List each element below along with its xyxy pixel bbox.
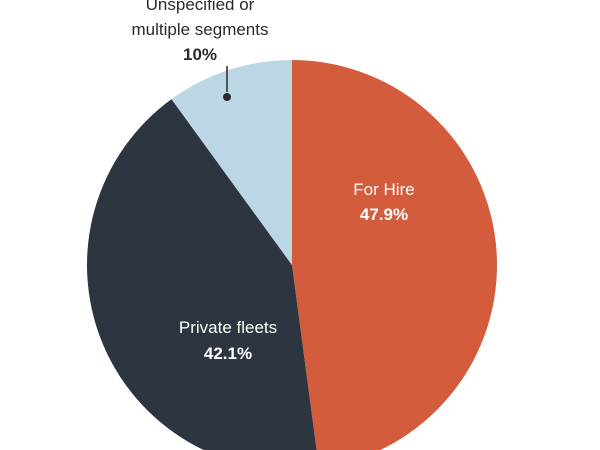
leader-dot — [223, 93, 231, 101]
slice-value-unspecified: 10% — [183, 45, 217, 64]
slice-label-for-hire: For Hire — [353, 180, 414, 199]
slice-private-fleets — [87, 99, 317, 450]
slice-value-private-fleets: 42.1% — [204, 344, 252, 363]
slice-label-unspecified-line2: multiple segments — [131, 20, 268, 39]
slice-label-unspecified-line1: Unspecified or — [146, 0, 255, 14]
slice-label-private-fleets: Private fleets — [179, 318, 277, 337]
slice-value-for-hire: 47.9% — [360, 205, 408, 224]
slice-unspecified — [171, 60, 292, 265]
pie-slices — [87, 60, 497, 450]
slice-for-hire — [292, 60, 497, 450]
